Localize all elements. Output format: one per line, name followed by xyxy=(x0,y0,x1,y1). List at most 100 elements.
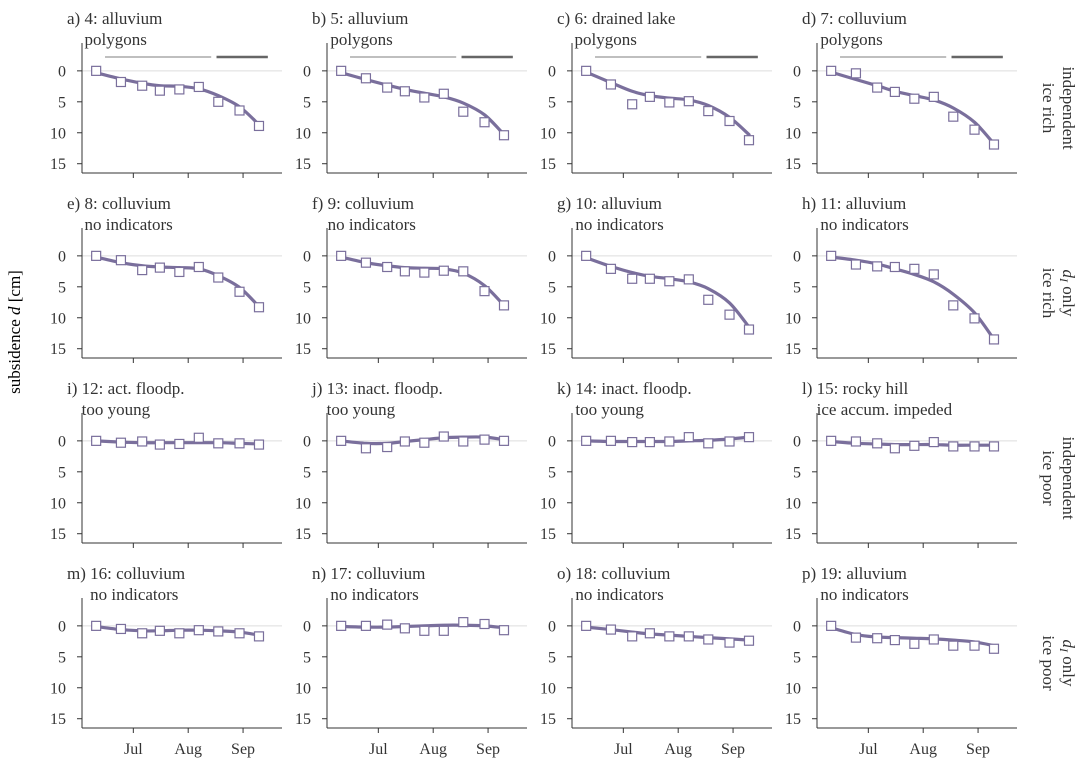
data-point xyxy=(479,286,490,297)
panel-letter: h) xyxy=(802,194,820,213)
data-point xyxy=(115,623,127,635)
panel-letter: l) xyxy=(802,379,817,398)
panel-title: d) 7: colluvium xyxy=(802,9,907,28)
y-tick-label: 10 xyxy=(785,310,801,327)
row-label-line2: dI only xyxy=(1057,270,1076,317)
data-point xyxy=(703,294,714,305)
panel-letter: c) xyxy=(557,9,574,28)
data-point xyxy=(154,85,165,96)
data-point xyxy=(683,274,694,285)
data-point xyxy=(724,309,735,320)
y-tick-label: 15 xyxy=(540,341,556,358)
y-tick-label: 5 xyxy=(303,279,311,296)
data-point xyxy=(928,436,939,448)
y-tick-label: 0 xyxy=(58,248,66,265)
panel-title-line1: 12: act. floodp. xyxy=(82,379,185,398)
y-tick-label: 10 xyxy=(540,125,556,142)
x-tick-label: Sep xyxy=(966,741,990,758)
data-point xyxy=(137,628,148,639)
data-point xyxy=(627,631,638,642)
data-point xyxy=(91,250,102,261)
data-point xyxy=(909,638,920,649)
data-point xyxy=(703,438,714,449)
panel-o: o) 18: colluvium no indicators 0 5 10 15 Jul Au… xyxy=(540,564,772,758)
y-tick-label: 5 xyxy=(793,464,801,481)
panel-subtitle: no indicators xyxy=(84,215,172,234)
data-point xyxy=(479,618,490,630)
panel-letter: g) xyxy=(557,194,575,213)
y-tick-label: 5 xyxy=(793,279,801,296)
panel-letter: o) xyxy=(557,564,575,583)
row-label-line1: ice poor xyxy=(1039,635,1058,691)
y-tick-label: 10 xyxy=(50,125,66,142)
data-point xyxy=(948,111,959,122)
panel-f: f) 9: colluvium no indicators 0 5 10 15 xyxy=(295,194,527,363)
row-label-line2: independent xyxy=(1059,436,1076,519)
panel-title: g) 10: alluvium xyxy=(557,194,662,213)
x-tick-label: Sep xyxy=(231,741,255,758)
data-point xyxy=(438,625,449,636)
data-point xyxy=(644,91,655,102)
x-tick-label: Aug xyxy=(174,741,202,758)
panel-title: l) 15: rocky hill xyxy=(802,379,909,398)
data-point xyxy=(419,437,430,448)
y-tick-label: 5 xyxy=(548,94,556,111)
panel-title-line1: 18: colluvium xyxy=(575,564,670,583)
y-tick-label: 0 xyxy=(548,248,556,265)
y-tick-label: 5 xyxy=(58,279,66,296)
data-point xyxy=(605,624,617,635)
data-point xyxy=(743,432,755,443)
panel-letter: i) xyxy=(67,379,82,398)
panel-l: l) 15: rocky hill ice accum. impeded 0 5 10 1… xyxy=(785,379,1017,548)
data-point xyxy=(627,436,638,448)
data-point xyxy=(988,441,1000,452)
y-tick-label: 10 xyxy=(540,310,556,327)
y-tick-label: 10 xyxy=(295,495,311,512)
panel-subtitle: no indicators xyxy=(820,585,908,604)
data-point xyxy=(458,617,469,628)
data-point xyxy=(988,643,1000,654)
panel-title-line1: 7: colluvium xyxy=(820,9,906,28)
y-tick-label: 15 xyxy=(295,711,311,728)
data-point xyxy=(703,634,714,645)
data-point xyxy=(928,634,939,645)
row-label-line2-rest: only xyxy=(1059,282,1076,317)
data-point xyxy=(419,92,430,103)
y-tick-label: 5 xyxy=(548,649,556,666)
data-point xyxy=(581,65,592,76)
data-point xyxy=(498,625,510,636)
data-point xyxy=(115,437,127,448)
panel-subtitle: polygons xyxy=(84,30,146,49)
data-point xyxy=(193,432,204,443)
data-point xyxy=(458,266,469,277)
y-tick-label: 0 xyxy=(548,433,556,450)
row-label-line2-text: independent xyxy=(1059,436,1076,519)
y-tick-label: 0 xyxy=(793,618,801,635)
panel-m: m) 16: colluvium no indicators 0 5 10 15 Jul Au… xyxy=(50,564,282,758)
row-label-symbol: d xyxy=(1059,270,1076,279)
panel-title-line1: 19: alluvium xyxy=(820,564,906,583)
row-label-4: ice poordI only xyxy=(1039,635,1076,691)
panel-g: g) 10: alluvium no indicators 0 5 10 15 xyxy=(540,194,772,363)
data-point xyxy=(826,250,837,261)
y-tick-label: 0 xyxy=(303,63,311,80)
data-point xyxy=(498,130,510,141)
data-point xyxy=(360,73,372,84)
data-point xyxy=(826,65,837,76)
data-point xyxy=(605,79,617,90)
y-tick-label: 10 xyxy=(295,310,311,327)
panel-title: b) 5: alluvium xyxy=(312,9,408,28)
data-point xyxy=(872,633,883,644)
data-point xyxy=(91,620,102,631)
data-point xyxy=(969,313,980,324)
data-point xyxy=(889,443,900,454)
data-point xyxy=(644,436,655,448)
data-point xyxy=(627,99,638,110)
data-point xyxy=(909,93,920,104)
data-point xyxy=(644,273,655,284)
data-point xyxy=(498,300,510,311)
data-point xyxy=(969,640,980,651)
x-tick-label: Jul xyxy=(369,741,388,758)
